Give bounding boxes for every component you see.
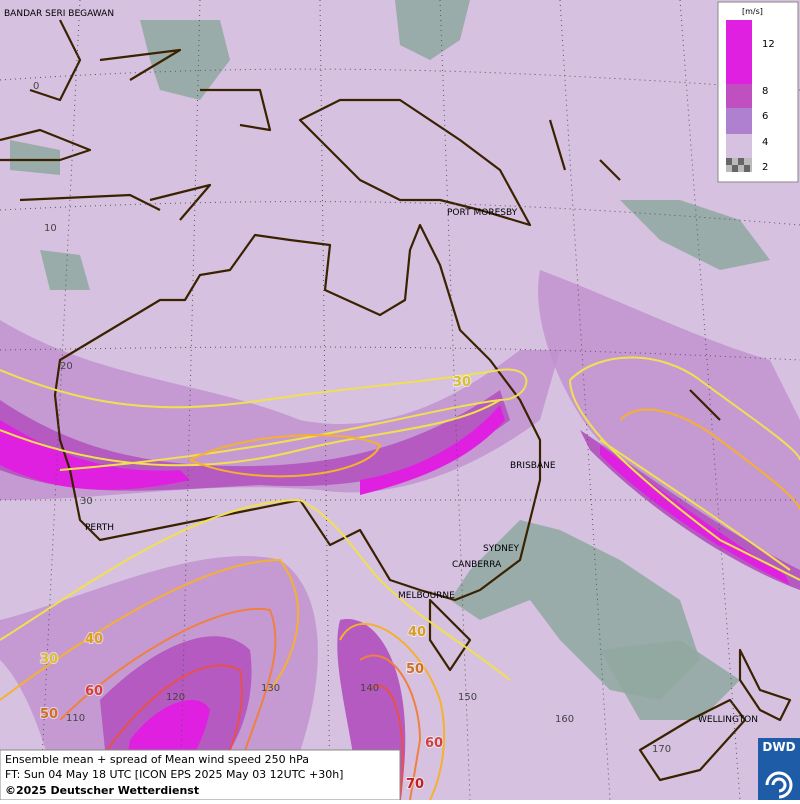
legend: [m/s] 12 8 6 4 2 (717, 1, 799, 183)
legend-checker (726, 158, 750, 172)
dwd-logo: DWD (758, 738, 800, 800)
contour-label: 60 (85, 684, 103, 699)
city-label: MELBOURNE (398, 591, 455, 601)
lon-label: 130 (261, 683, 280, 694)
lat-label: 0 (33, 81, 39, 92)
lon-label: 160 (555, 714, 574, 725)
legend-swatch (726, 134, 752, 158)
contour-label: 70 (406, 777, 424, 792)
city-label: PORT MORESBY (447, 208, 518, 218)
lon-label: 140 (360, 683, 379, 694)
city-label: PERTH (85, 523, 114, 533)
lon-label: 120 (166, 692, 185, 703)
lon-label: 110 (66, 713, 85, 724)
footer-box (0, 749, 401, 801)
logo-swirl (765, 771, 793, 799)
contour-label: 40 (85, 632, 103, 647)
contour-label: 30 (40, 652, 58, 667)
footer-copyright: ©2025 Deutscher Wetterdienst (5, 784, 199, 797)
city-label: BANDAR SERI BEGAWAN (4, 9, 114, 19)
legend-level: 12 (762, 39, 775, 50)
contour-label: 50 (406, 662, 424, 677)
lon-label: 170 (652, 744, 671, 755)
city-label: SYDNEY (483, 544, 520, 554)
contour-label: 30 (453, 375, 471, 390)
legend-level: 2 (762, 162, 768, 173)
legend-swatch (726, 84, 752, 108)
city-labels: BANDAR SERI BEGAWAN PORT MORESBY BRISBAN… (4, 9, 758, 725)
logo-text: DWD (762, 740, 795, 754)
footer-time: FT: Sun 04 May 18 UTC [ICON EPS 2025 May… (5, 768, 343, 781)
lat-label: 10 (44, 223, 57, 234)
lat-label: 30 (80, 496, 93, 507)
city-label: WELLINGTON (698, 715, 758, 725)
legend-unit: [m/s] (742, 7, 763, 16)
footer: Ensemble mean + spread of Mean wind spee… (0, 749, 401, 801)
legend-level: 4 (762, 137, 768, 148)
city-label: CANBERRA (452, 560, 502, 570)
graticule-labels: 0 10 20 30 110 120 130 140 150 160 170 (33, 81, 671, 755)
legend-level: 8 (762, 86, 768, 97)
contour-labels: 30 40 30 60 50 40 50 60 70 (39, 374, 472, 793)
legend-swatch (726, 108, 752, 134)
legend-level: 6 (762, 111, 768, 122)
contour-label: 40 (408, 625, 426, 640)
footer-title: Ensemble mean + spread of Mean wind spee… (5, 753, 309, 766)
lat-label: 20 (60, 361, 73, 372)
city-label: BRISBANE (510, 461, 556, 471)
contour-label: 50 (40, 707, 58, 722)
isotachs (0, 356, 800, 801)
legend-swatch (726, 20, 752, 84)
lon-label: 150 (458, 692, 477, 703)
contour-label: 60 (425, 736, 443, 751)
coastlines (0, 19, 792, 782)
